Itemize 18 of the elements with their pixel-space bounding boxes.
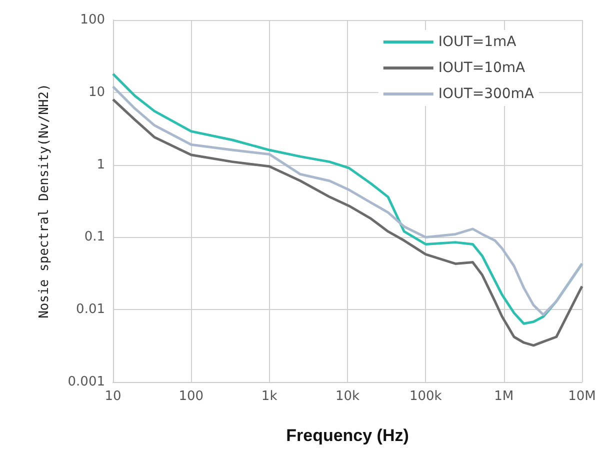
x-axis-title: Frequency (Hz) [286,426,409,445]
x-tick-label: 1M [494,389,514,404]
x-tick-label: 10k [335,389,360,404]
y-tick-label: 100 [80,12,105,28]
legend-label: IOUT=1mA [438,34,517,50]
x-tick-label: 100 [178,389,204,404]
x-tick-label: 100k [409,389,442,404]
legend-label: IOUT=300mA [438,86,534,102]
y-tick-label: 0.001 [68,374,105,390]
y-tick-label: 0.1 [84,230,105,245]
y-axis-title: Nosie spectral Density(Nv/NH2) [37,84,52,318]
y-tick-label: 10 [88,84,105,100]
x-tick-label: 10M [568,389,596,404]
x-tick-label: 1k [261,389,278,404]
y-tick-label: 1 [96,157,105,172]
legend-label: IOUT=10mA [438,60,526,76]
y-tick-label: 0.01 [76,302,105,318]
x-tick-label: 10 [104,389,122,404]
